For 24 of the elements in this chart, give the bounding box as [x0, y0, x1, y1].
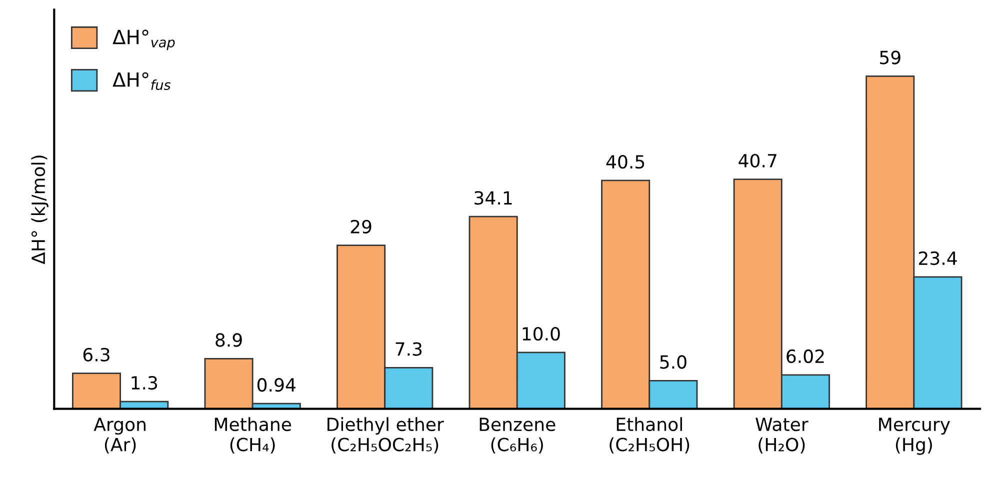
- data-label: 40.7: [738, 154, 776, 168]
- x-tick-label: Diethyl ether (C₂H₅OC₂H₅): [328, 417, 444, 454]
- data-label: 5.0: [660, 355, 686, 369]
- data-label: 59: [880, 50, 900, 64]
- x-tick-label: Benzene (C₆H₆): [480, 418, 556, 454]
- data-label: 6.3: [83, 348, 110, 362]
- x-tick-label: Ethanol (C₂H₅OH): [610, 417, 690, 454]
- data-label: 10.0: [522, 326, 560, 341]
- x-tick-label: Mercury (Hg): [879, 418, 950, 455]
- data-label: 0.94: [257, 378, 296, 392]
- data-label: 1.3: [132, 376, 158, 390]
- y-axis-title: ΔH° (kJ/mol): [31, 156, 48, 264]
- data-label: 29: [350, 220, 372, 234]
- x-tick-label: Methane (CH₄): [214, 417, 292, 454]
- data-label: 23.4: [918, 251, 957, 266]
- legend-label: ΔH°$_{vap}$: [112, 30, 175, 50]
- data-label: 7.3: [396, 342, 422, 356]
- x-tick-label: Water (H₂O): [756, 418, 808, 454]
- data-label: 8.9: [216, 333, 242, 347]
- data-label: 6.02: [786, 349, 824, 364]
- x-tick-label: Argon (Ar): [94, 418, 146, 454]
- data-label: 34.1: [474, 191, 512, 205]
- legend-label: ΔH°$_{fus}$: [112, 72, 171, 90]
- data-label: 40.5: [606, 154, 644, 169]
